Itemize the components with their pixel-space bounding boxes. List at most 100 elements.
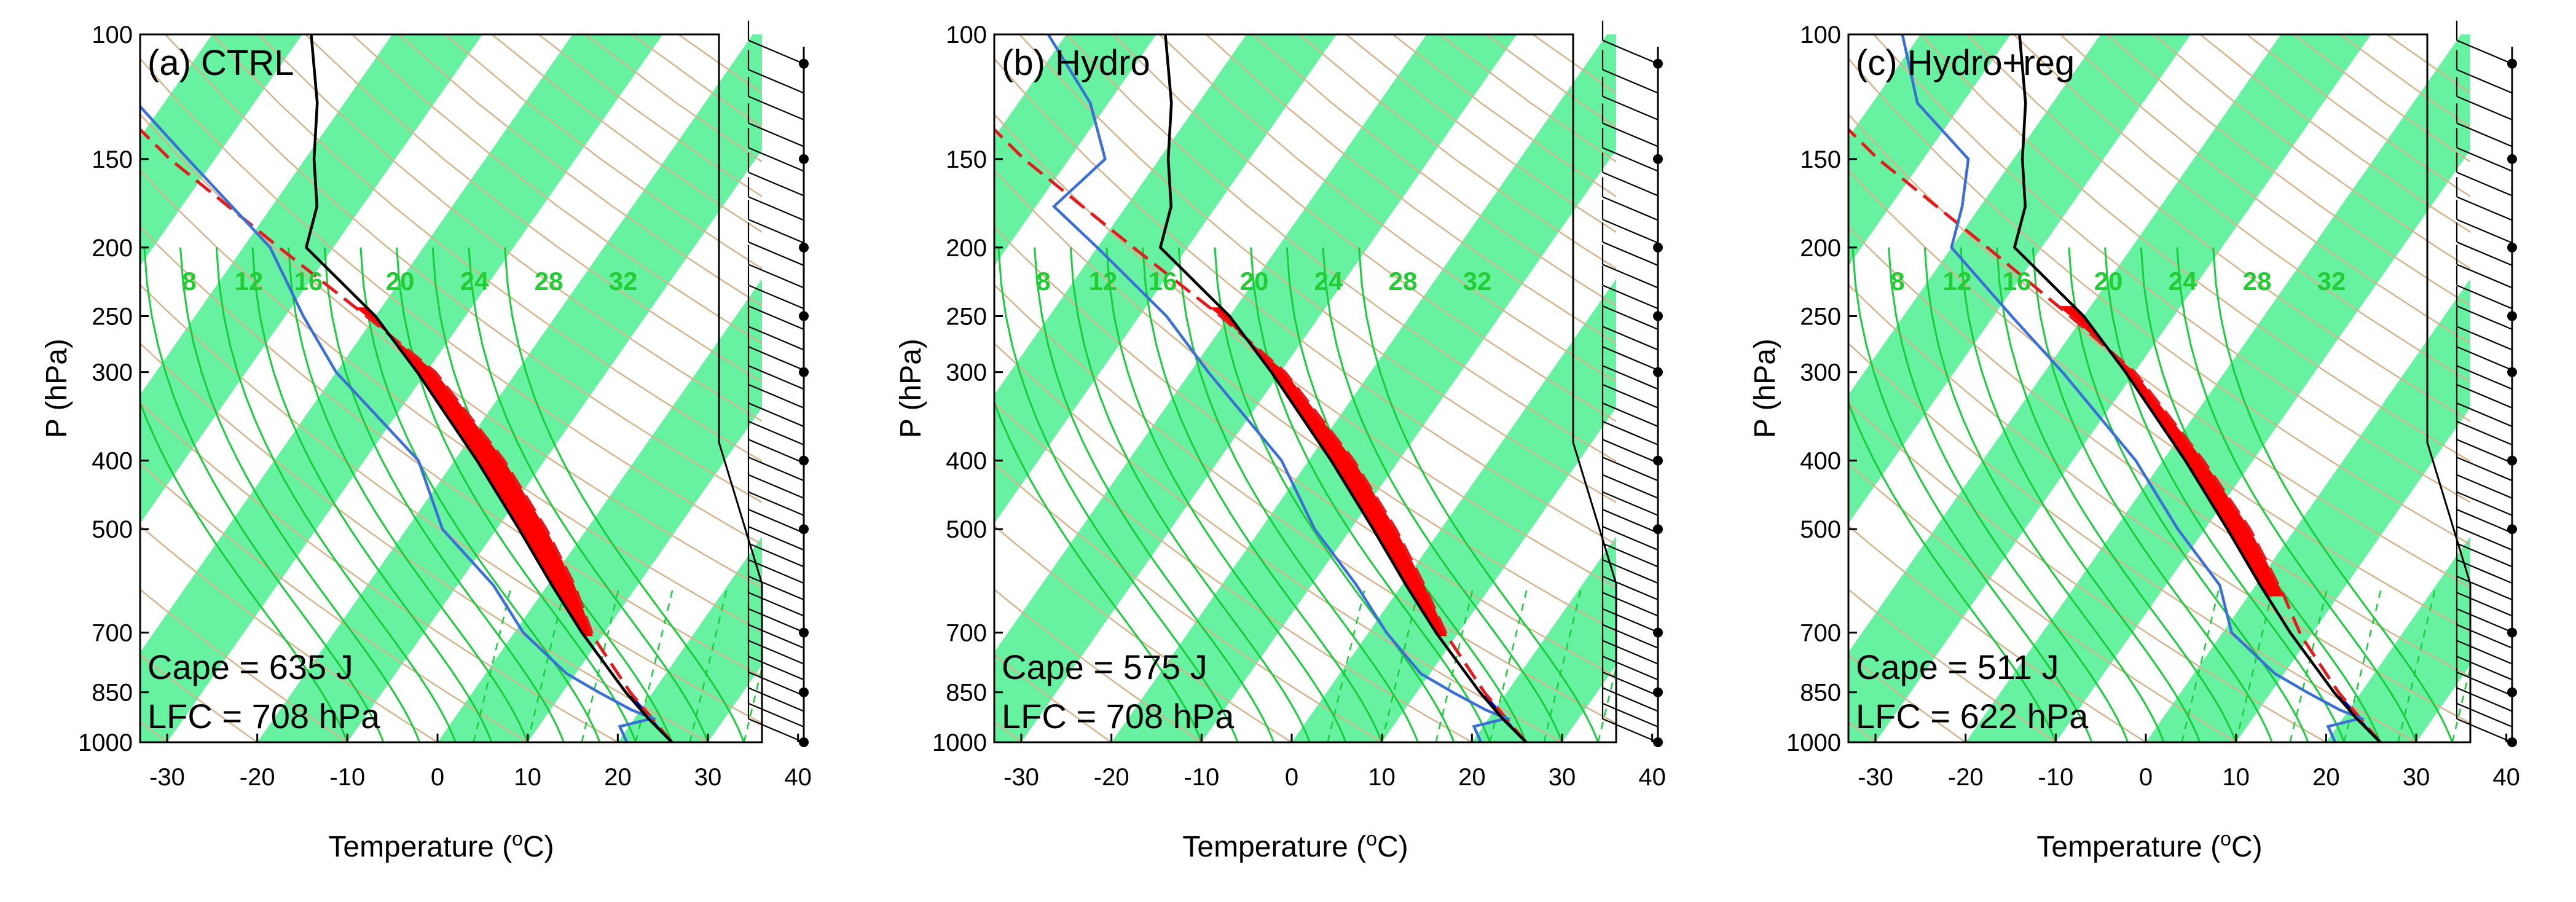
dry-adiabat	[140, 525, 438, 742]
panel-c-axes: 8 12 16 20 24 28 32100150200250300400500700850…	[1749, 22, 2520, 863]
wind-barb	[748, 365, 804, 390]
wind-barb	[2456, 241, 2513, 266]
isotherm-band	[1472, 536, 1616, 742]
isotherm-band	[1965, 34, 2470, 742]
wind-barb	[748, 264, 804, 289]
mixing-ratio-label: 12	[235, 267, 264, 296]
wind-barb	[2456, 196, 2513, 221]
wind-barb	[1602, 687, 1659, 712]
pressure-tick-label: 150	[1800, 146, 1841, 173]
wind-level-dot	[1653, 242, 1663, 253]
panel-a-plot-area	[140, 34, 762, 742]
pressure-tick-label: 200	[946, 235, 987, 262]
cape-area	[2058, 306, 2284, 597]
wind-barb	[2456, 687, 2513, 712]
dry-adiabat	[140, 653, 258, 742]
cape-area	[1209, 307, 1447, 637]
wind-barb	[2456, 402, 2513, 428]
moist-adiabat	[288, 247, 529, 742]
moist-adiabat	[1250, 247, 1491, 742]
x-axis-title: Temperature (oC)	[1182, 828, 1408, 863]
parcel-trace	[140, 127, 673, 742]
wind-level-dot	[2507, 242, 2517, 253]
wind-barb	[748, 718, 804, 743]
wind-barb	[748, 147, 804, 172]
wind-barb	[1602, 559, 1659, 584]
wind-barb	[2456, 592, 2513, 617]
temperature-line	[2012, 34, 2381, 742]
moist-adiabat	[359, 247, 601, 742]
pressure-tick-label: 150	[92, 146, 133, 173]
wind-barb	[748, 702, 804, 727]
isotherm-band	[618, 536, 762, 742]
wind-barb	[748, 95, 804, 120]
wind-barb	[2456, 439, 2513, 464]
mixing-ratio-label: 20	[386, 267, 415, 296]
wind-barb	[2456, 491, 2513, 516]
mixing-ratio-label: 8	[1036, 267, 1050, 296]
dry-adiabat	[140, 57, 762, 546]
isotherm-band	[994, 34, 1156, 266]
mixing-ratio-label: 24	[2169, 267, 2197, 296]
mixing-ratio-label: 8	[1890, 267, 1904, 296]
wind-barb	[1602, 608, 1659, 633]
dry-adiabat	[2106, 34, 2470, 307]
mixing-ratio-label: 16	[294, 267, 323, 296]
wind-level-dot	[799, 242, 809, 253]
x-axis-title: Temperature (oC)	[2036, 828, 2262, 863]
pressure-tick-label: 100	[946, 22, 987, 49]
pressure-tick-label: 200	[92, 235, 133, 262]
wind-level-dot	[799, 627, 809, 638]
wind-barb	[2456, 326, 2513, 351]
temperature-tick-label: 20	[604, 764, 632, 791]
wind-barb	[2456, 69, 2513, 94]
dry-adiabat	[140, 462, 528, 742]
wind-level-dot	[2507, 524, 2517, 535]
panel-b-plot-area	[994, 34, 1616, 742]
wind-barb	[1602, 671, 1659, 696]
moist-adiabat	[179, 247, 421, 742]
mixing-ratio-label: 8	[182, 267, 196, 296]
wind-barb	[748, 457, 804, 482]
dry-adiabat	[304, 34, 762, 383]
moist-adiabat	[1923, 247, 2165, 742]
wind-barb	[748, 687, 804, 712]
wind-level-dot	[2507, 311, 2517, 321]
wind-barb	[2456, 656, 2513, 681]
wind-barb	[2456, 284, 2513, 310]
panel-c-hydro-reg: 8 12 16 20 24 28 32100150200250300400500700850…	[1749, 20, 2520, 863]
dry-adiabat	[994, 653, 1112, 742]
pressure-tick-label: 1000	[78, 729, 133, 756]
dry-adiabat	[211, 34, 762, 463]
moist-adiabat	[1069, 247, 1311, 742]
wind-barb	[1602, 383, 1659, 409]
pressure-tick-label: 300	[946, 359, 987, 386]
wind-barb	[1602, 122, 1659, 147]
temperature-tick-label: 20	[1458, 764, 1486, 791]
wind-barb	[748, 171, 804, 197]
wind-barb	[1602, 474, 1659, 499]
isotherm-band	[1848, 34, 2371, 742]
wind-level-dot	[799, 524, 809, 535]
moist-adiabat	[1177, 247, 1419, 742]
wind-barb	[748, 640, 804, 665]
moist-adiabat	[1034, 247, 1275, 742]
panel-a-ctrl: 8 12 16 20 24 28 32100150200250300400500700850…	[41, 20, 812, 863]
wind-barb	[748, 39, 804, 65]
dry-adiabat	[1066, 34, 1616, 463]
mixing-ratio-label: 32	[2317, 267, 2346, 296]
wind-barb	[2456, 718, 2513, 743]
wind-barb	[2456, 640, 2513, 665]
dry-adiabat	[994, 401, 1472, 742]
moist-adiabat	[1996, 247, 2237, 742]
pressure-tick-label: 700	[1800, 620, 1841, 647]
wind-barb	[1602, 718, 1659, 743]
moist-adiabat	[1142, 247, 1383, 742]
wind-level-dot	[799, 455, 809, 466]
mixing-ratio-label: 16	[1149, 267, 1177, 296]
temperature-tick-label: 10	[514, 764, 541, 791]
moist-adiabat	[323, 247, 565, 742]
dry-adiabat	[1848, 401, 2327, 742]
wind-level-dot	[799, 367, 809, 377]
temperature-tick-label: 0	[431, 764, 444, 791]
